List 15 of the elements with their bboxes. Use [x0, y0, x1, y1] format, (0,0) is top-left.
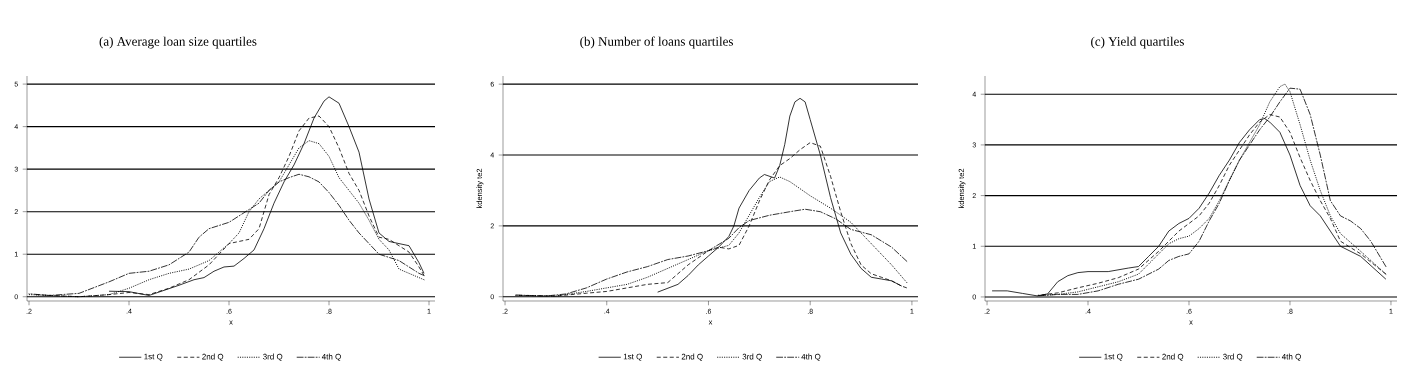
legend-label: 2nd Q: [202, 353, 224, 361]
legend-label: 3rd Q: [742, 353, 762, 361]
legend-label: 4th Q: [801, 353, 821, 361]
legend-label: 4th Q: [321, 353, 341, 361]
legend-label: 3rd Q: [263, 353, 283, 361]
chart-title: (c) Yield quartiles: [1091, 36, 1184, 49]
legend-label: 1st Q: [144, 353, 163, 361]
legend-label: 2nd Q: [1162, 353, 1184, 361]
legend-label: 1st Q: [1104, 353, 1123, 361]
legend-label: 4th Q: [1281, 353, 1301, 361]
chart-title: (b) Number of loans quartiles: [580, 36, 733, 49]
chart-title: (a) Average loan size quartiles: [99, 36, 257, 49]
legend-label: 1st Q: [623, 353, 642, 361]
legend-label: 2nd Q: [681, 353, 703, 361]
legend-label: 3rd Q: [1223, 353, 1243, 361]
